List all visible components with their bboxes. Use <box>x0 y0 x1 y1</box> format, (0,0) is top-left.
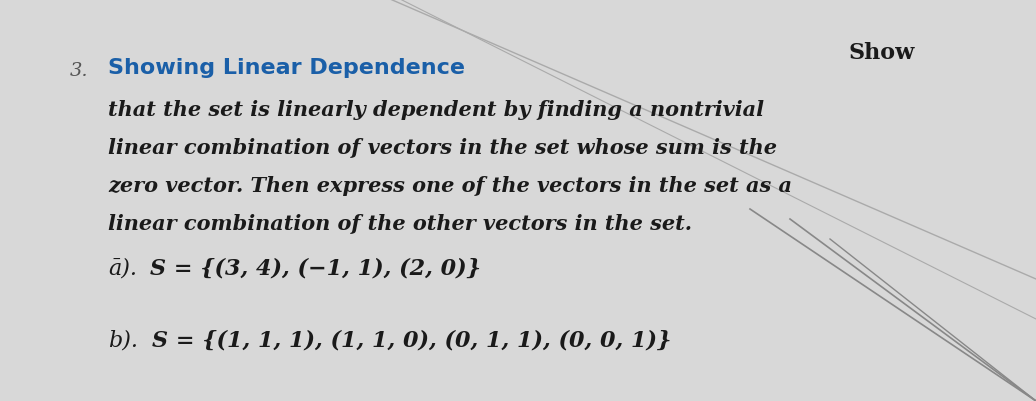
Text: Show: Show <box>848 42 915 64</box>
Text: that the set is linearly dependent by finding a nontrivial: that the set is linearly dependent by fi… <box>108 100 764 120</box>
Text: linear combination of the other vectors in the set.: linear combination of the other vectors … <box>108 213 692 233</box>
Text: Showing Linear Dependence: Showing Linear Dependence <box>108 58 465 78</box>
Text: zero vector. Then express one of the vectors in the set as a: zero vector. Then express one of the vec… <box>108 176 792 196</box>
Text: linear combination of vectors in the set whose sum is the: linear combination of vectors in the set… <box>108 138 777 158</box>
Text: S = {(3, 4), (−1, 1), (2, 0)}: S = {(3, 4), (−1, 1), (2, 0)} <box>150 257 481 279</box>
Text: ā).: ā). <box>108 257 137 279</box>
Text: b).: b). <box>108 329 138 351</box>
Text: S = {(1, 1, 1), (1, 1, 0), (0, 1, 1), (0, 0, 1)}: S = {(1, 1, 1), (1, 1, 0), (0, 1, 1), (0… <box>152 329 671 351</box>
Text: 3.: 3. <box>70 62 89 80</box>
